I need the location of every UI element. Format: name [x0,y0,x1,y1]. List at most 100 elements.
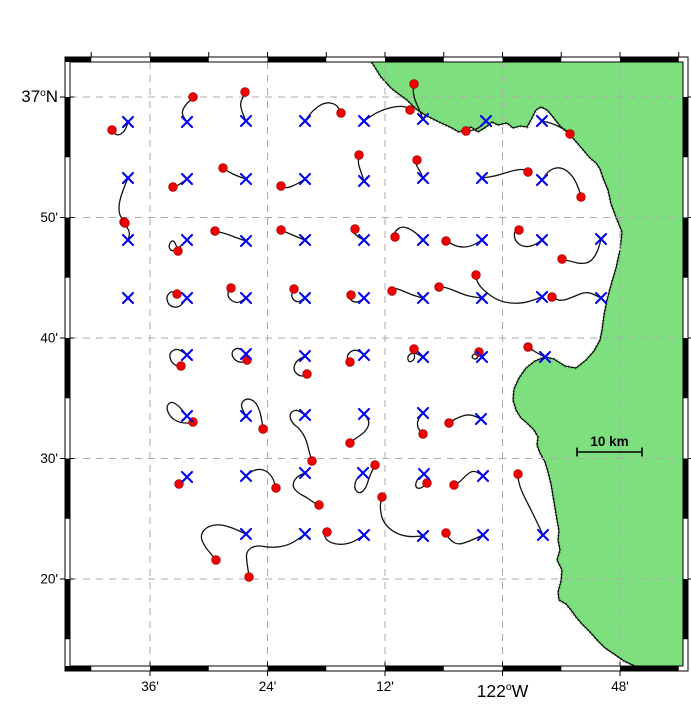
drifter-start-marker [180,348,194,362]
drifter-end-marker [244,572,254,582]
frame-segment [267,57,327,62]
drifter-end-marker [322,527,332,537]
drifter [461,114,493,136]
frame-segment [683,458,688,519]
drifter [354,460,380,494]
drifter-start-marker [239,291,253,305]
drifter-start-marker [298,233,312,247]
drifter-end-marker [168,182,178,192]
drifter-end-marker [258,424,268,434]
drifter-start-marker [180,470,194,484]
drifter-start-marker [239,469,253,483]
drifter [239,468,281,493]
drifter-end-marker [350,224,360,234]
drifter-end-marker [409,79,419,89]
drifter-start-marker [357,348,371,362]
drifter-end-marker [434,282,444,292]
drifter-track [448,414,482,424]
scale-bar: 10 km [576,434,643,457]
frame-segment [65,666,92,671]
drifter-end-marker [345,357,355,367]
drifter-start-marker [416,171,430,185]
frame-segment [385,666,444,671]
y-axis-label: 40' [40,331,58,346]
drifter [377,492,430,543]
drifter-start-marker [475,233,489,247]
drifter-track [289,409,313,462]
drifter-start-marker [298,172,312,186]
drifter [471,347,489,364]
drifter-end-marker [276,181,286,191]
drifter-track [200,524,247,561]
drifter-start-marker [475,171,489,185]
drifter-start-marker [416,529,430,543]
drifter-end-marker [226,283,236,293]
drifter [180,92,198,129]
drifter-end-marker [188,92,198,102]
drifter-start-marker [356,466,370,480]
drifter [166,289,194,308]
graticule [70,62,683,666]
drifter [412,155,430,185]
drifter [444,412,488,428]
frame-segment [65,97,70,158]
drifter-end-marker [370,460,380,470]
frame-segment [502,57,562,62]
drifter-end-marker [409,344,419,354]
drifter [322,527,371,545]
frame-segment [65,579,70,640]
drifter [169,348,194,371]
drifter-start-marker [298,114,312,128]
frame-segment [385,57,444,62]
drifter-end-marker [444,418,454,428]
drifter [513,469,550,542]
drifter-end-marker [240,87,250,97]
drifter-start-marker [239,527,253,541]
drifter-start-marker [121,115,135,129]
drifter-track [324,531,365,545]
frame-inner [69,61,684,667]
drifter [218,163,253,186]
drifter [239,87,253,128]
drifter [244,527,312,582]
drifter [387,286,430,305]
frame-segment [620,57,679,62]
x-axis-label-degree: 122oW [477,681,529,701]
drifter-start-marker [416,350,430,364]
drifter-end-marker [547,292,557,302]
scale-bar-label: 10 km [590,434,628,449]
frame-outer [64,56,689,672]
drifter [354,150,371,188]
drifter-start-marker [239,172,253,186]
drifter-start-marker [239,114,253,128]
frame-segment [150,57,209,62]
drifter [120,218,135,247]
drifter-end-marker [314,500,324,510]
drifter-start-marker [475,291,489,305]
frame-segment [65,458,70,519]
drifter-end-marker [218,163,228,173]
drifter-start-marker [416,112,430,126]
drifter [231,347,253,365]
drifter [415,467,432,489]
frame-segment [65,338,70,399]
drifter-start-marker [180,172,194,186]
drifter-end-marker [422,478,432,488]
drifter [407,344,430,364]
drifter-start-marker [121,291,135,305]
drifter-end-marker [523,167,533,177]
drifter-end-marker [354,150,364,160]
drifter-start-marker [479,114,493,128]
drifter-track [214,230,247,242]
drifter-end-marker [576,192,586,202]
drifter [166,401,198,427]
x-axis-label: 48' [611,679,629,694]
drifter [357,105,415,128]
drifter-end-marker [412,155,422,165]
drifter [409,79,430,126]
drifter-end-marker [474,347,484,357]
drifter-end-marker [289,284,299,294]
drifter [547,291,608,305]
drifter-start-marker [298,349,312,363]
